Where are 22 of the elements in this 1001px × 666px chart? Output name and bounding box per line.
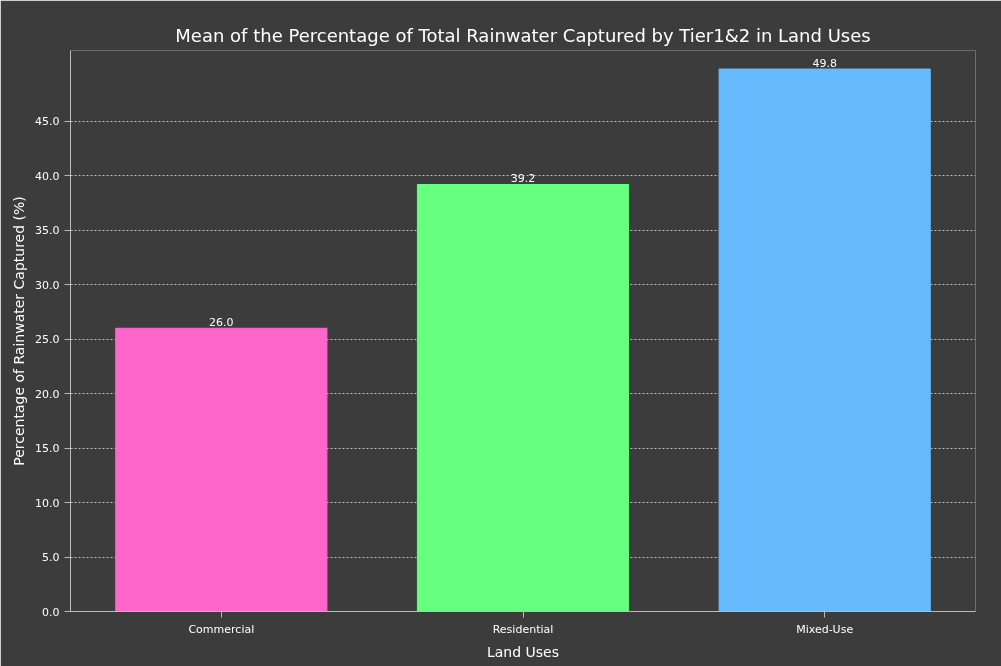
y-tick-label: 25.0: [35, 333, 60, 347]
y-axis-title: Percentage of Rainwater Captured (%): [11, 196, 28, 466]
y-tick-label: 5.0: [42, 551, 60, 565]
data-label: 49.8: [812, 57, 837, 71]
y-tick-label: 0.0: [42, 605, 60, 619]
data-label: 26.0: [209, 316, 234, 330]
y-tick-label: 40.0: [35, 169, 60, 183]
chart-title: Mean of the Percentage of Total Rainwater Captured by Tier1&2 in Land Uses: [175, 24, 871, 46]
y-tick-label: 20.0: [35, 387, 60, 401]
bar: [115, 327, 328, 612]
x-axis-title: Land Uses: [486, 643, 560, 660]
bar: [416, 183, 630, 612]
y-tick-label: 30.0: [35, 278, 60, 292]
y-tick-label: 15.0: [35, 442, 60, 456]
x-tick-label: Residential: [492, 622, 554, 636]
x-tick-label: Mixed-Use: [796, 622, 854, 636]
x-tick-label: Commercial: [188, 622, 255, 636]
y-tick-label: 45.0: [35, 115, 60, 129]
bar: [718, 68, 931, 612]
y-tick-label: 35.0: [35, 224, 60, 238]
y-tick-label: 10.0: [35, 496, 60, 510]
data-label: 39.2: [510, 172, 536, 186]
